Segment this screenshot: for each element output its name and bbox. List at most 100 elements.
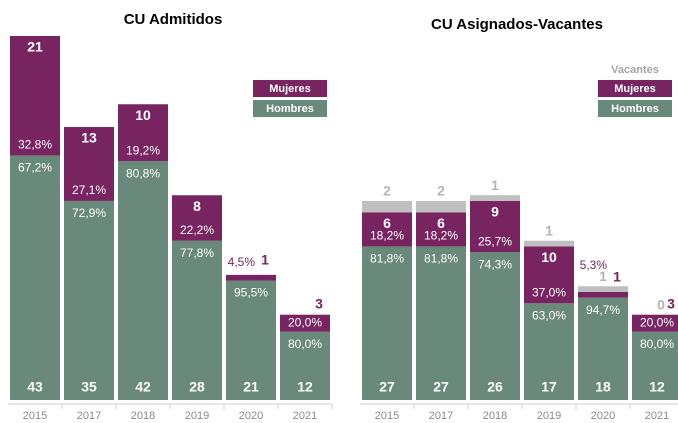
value-label: 27	[379, 379, 395, 395]
share-label: 81,8%	[370, 252, 404, 266]
share-label: 25,7%	[478, 234, 512, 248]
x-tick-label: 2019	[185, 410, 209, 422]
share-label: 5,3%	[580, 258, 608, 272]
legend-label: Vacantes	[611, 64, 659, 76]
value-label: 27	[433, 379, 449, 395]
share-label: 22,2%	[180, 223, 214, 237]
bar-segment	[226, 274, 276, 281]
x-tick-label: 2015	[375, 410, 399, 422]
x-tick-label: 2018	[483, 410, 507, 422]
bar-segment	[362, 212, 412, 247]
value-label: 17	[541, 379, 557, 395]
x-tick-label: 2018	[131, 410, 155, 422]
value-label: 21	[243, 379, 259, 395]
legend-label: Hombres	[611, 103, 659, 115]
share-label: 80,0%	[288, 337, 322, 351]
share-label: 94,7%	[586, 303, 620, 317]
bar-segment	[632, 331, 678, 400]
bar-segment	[280, 314, 330, 332]
bar-segment	[10, 155, 60, 400]
value-label: 9	[491, 204, 499, 220]
bar-segment	[416, 200, 466, 213]
share-label: 18,2%	[424, 229, 458, 243]
bar-segment	[64, 127, 114, 201]
share-label: 77,8%	[180, 246, 214, 260]
chart-title: CU Asignados-Vacantes	[431, 16, 603, 33]
value-label: 10	[541, 249, 557, 265]
value-label: 1	[599, 268, 607, 284]
value-label: 1	[491, 177, 499, 193]
value-label: 6	[383, 215, 391, 231]
share-label: 37,0%	[532, 285, 566, 299]
bar-segment	[118, 104, 168, 162]
bar-segment	[470, 252, 520, 400]
value-label: 18	[595, 379, 611, 395]
bar-segment	[118, 161, 168, 400]
bar-segment	[578, 286, 628, 292]
value-label: 2	[437, 183, 445, 199]
share-label: 32,8%	[18, 138, 52, 152]
value-label: 3	[667, 295, 675, 311]
x-tick-label: 2020	[591, 410, 615, 422]
bar-segment	[524, 240, 574, 247]
share-label: 27,1%	[72, 183, 106, 197]
legend-label: Hombres	[266, 103, 314, 115]
bar-segment	[416, 246, 466, 400]
bar-segment	[172, 195, 222, 241]
chart-title: CU Admitidos	[124, 11, 223, 28]
bar-segment	[64, 200, 114, 400]
value-label: 28	[189, 379, 205, 395]
value-label: 8	[193, 198, 201, 214]
value-label: 26	[487, 379, 503, 395]
share-label: 74,3%	[478, 257, 512, 271]
bar-segment	[470, 200, 520, 253]
bar-segment	[416, 212, 466, 247]
bar-segment	[632, 314, 678, 332]
x-tick-label: 2019	[537, 410, 561, 422]
bar-segment	[362, 246, 412, 400]
value-label: 21	[27, 39, 43, 55]
bar-segment	[524, 303, 574, 400]
legend-swatch	[598, 80, 672, 97]
x-tick-label: 2021	[293, 410, 317, 422]
value-label: 1	[613, 269, 621, 285]
bar-segment	[578, 291, 628, 298]
legend-swatch	[253, 100, 327, 117]
share-label: 63,0%	[532, 308, 566, 322]
x-tick-label: 2017	[429, 410, 453, 422]
bar-segment	[172, 240, 222, 400]
bar-segment	[10, 36, 60, 156]
share-label: 81,8%	[424, 252, 458, 266]
value-label: 12	[297, 379, 313, 395]
value-label: 0	[657, 296, 665, 312]
share-label: 95,5%	[234, 286, 268, 300]
legend-label: Mujeres	[614, 83, 656, 95]
share-label: 20,0%	[288, 315, 322, 329]
share-label: 4,5%	[228, 255, 256, 269]
x-tick-label: 2015	[23, 410, 47, 422]
value-label: 35	[81, 379, 97, 395]
bar-segment	[226, 280, 276, 400]
bar-segment	[362, 200, 412, 213]
bar-segment	[578, 297, 628, 400]
legend-label: Mujeres	[269, 83, 311, 95]
bar-segment	[524, 246, 574, 304]
x-tick-label: 2017	[77, 410, 101, 422]
value-label: 6	[437, 215, 445, 231]
value-label: 2	[383, 183, 391, 199]
x-tick-label: 2020	[239, 410, 263, 422]
value-label: 3	[315, 295, 323, 311]
share-label: 67,2%	[18, 161, 52, 175]
legend-swatch	[598, 100, 672, 117]
share-label: 72,9%	[72, 206, 106, 220]
share-label: 80,0%	[640, 337, 674, 351]
value-label: 10	[135, 107, 151, 123]
bar-segment	[280, 331, 330, 400]
value-label: 43	[27, 379, 43, 395]
value-label: 13	[81, 130, 97, 146]
share-label: 18,2%	[370, 229, 404, 243]
share-label: 20,0%	[640, 315, 674, 329]
value-label: 12	[649, 379, 665, 395]
share-label: 19,2%	[126, 143, 160, 157]
